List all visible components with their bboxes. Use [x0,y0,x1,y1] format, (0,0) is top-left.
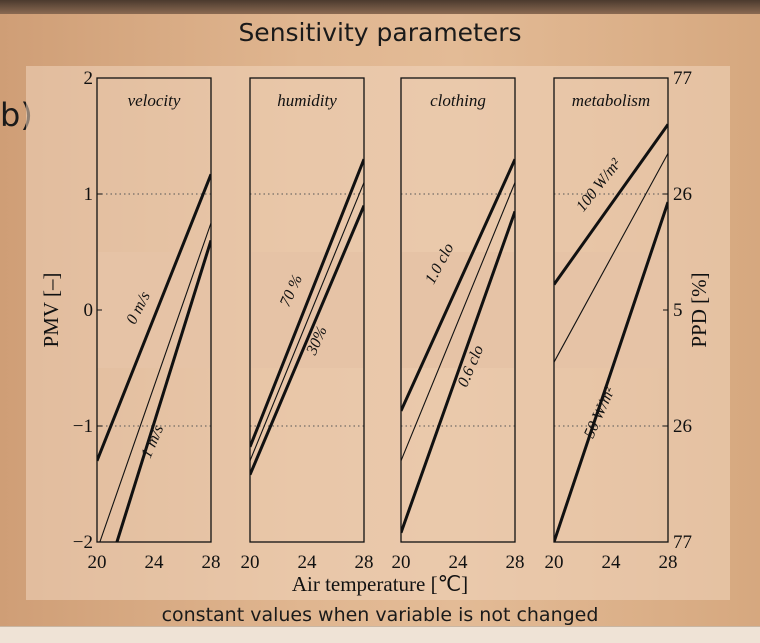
x-tick-label: 20 [392,552,411,573]
series-line-1-m-s [115,239,211,542]
x-tick-label: 28 [659,552,678,573]
right-tick-label: 77 [673,532,692,553]
right-tick-label: 26 [673,184,692,205]
y-tick-label: 1 [84,184,94,205]
y-tick-label: −2 [73,532,93,553]
series-line-100-w-m- [554,123,668,286]
y-tick-label: −1 [73,416,93,437]
x-tick-label: 24 [602,552,622,573]
y-axis-label: PMV [–] [39,273,63,348]
series-line-0-6-clo [401,210,515,534]
series-line-reference [99,222,211,542]
x-tick-label: 20 [88,552,107,573]
window-bottom-bar [0,626,760,643]
x-tick-label: 24 [449,552,469,573]
x-tick-label: 24 [145,552,165,573]
panel-title: velocity [128,91,181,110]
panel-frame [249,77,365,543]
series-line-0-m-s [97,173,211,462]
series-line-reference [554,153,668,363]
x-tick-label: 28 [355,552,374,573]
x-tick-label: 20 [241,552,260,573]
series-line-50-w-m- [554,201,668,542]
right-tick-label: 26 [673,416,692,437]
comfort-band [97,252,211,368]
x-tick-label: 28 [202,552,221,573]
y-tick-label: 0 [84,300,94,321]
series-line-30- [250,205,364,476]
series-line-1-0-clo [401,158,515,412]
slide-title: Sensitivity parameters [238,18,522,47]
slide-caption: constant values when variable is not cha… [161,604,599,626]
comfort-band [554,252,668,368]
right-tick-label: 5 [673,300,683,321]
x-tick-label: 28 [506,552,525,573]
comfort-band [250,252,364,368]
x-axis-label: Air temperature [℃] [292,572,468,596]
panel-frame [400,77,516,543]
series-line-70- [250,158,364,448]
x-tick-label: 20 [545,552,564,573]
comfort-band [401,252,515,368]
right-tick-label: 77 [673,68,692,89]
panel-title: humidity [277,91,337,110]
x-tick-label: 24 [298,552,318,573]
panel-title: metabolism [572,91,650,110]
panel-title: clothing [430,91,486,110]
right-axis-label: PPD [%] [687,272,711,347]
window-top-bar [0,0,760,14]
y-tick-label: 2 [84,68,94,89]
series-line-reference [250,182,364,462]
series-line-reference [401,182,515,462]
